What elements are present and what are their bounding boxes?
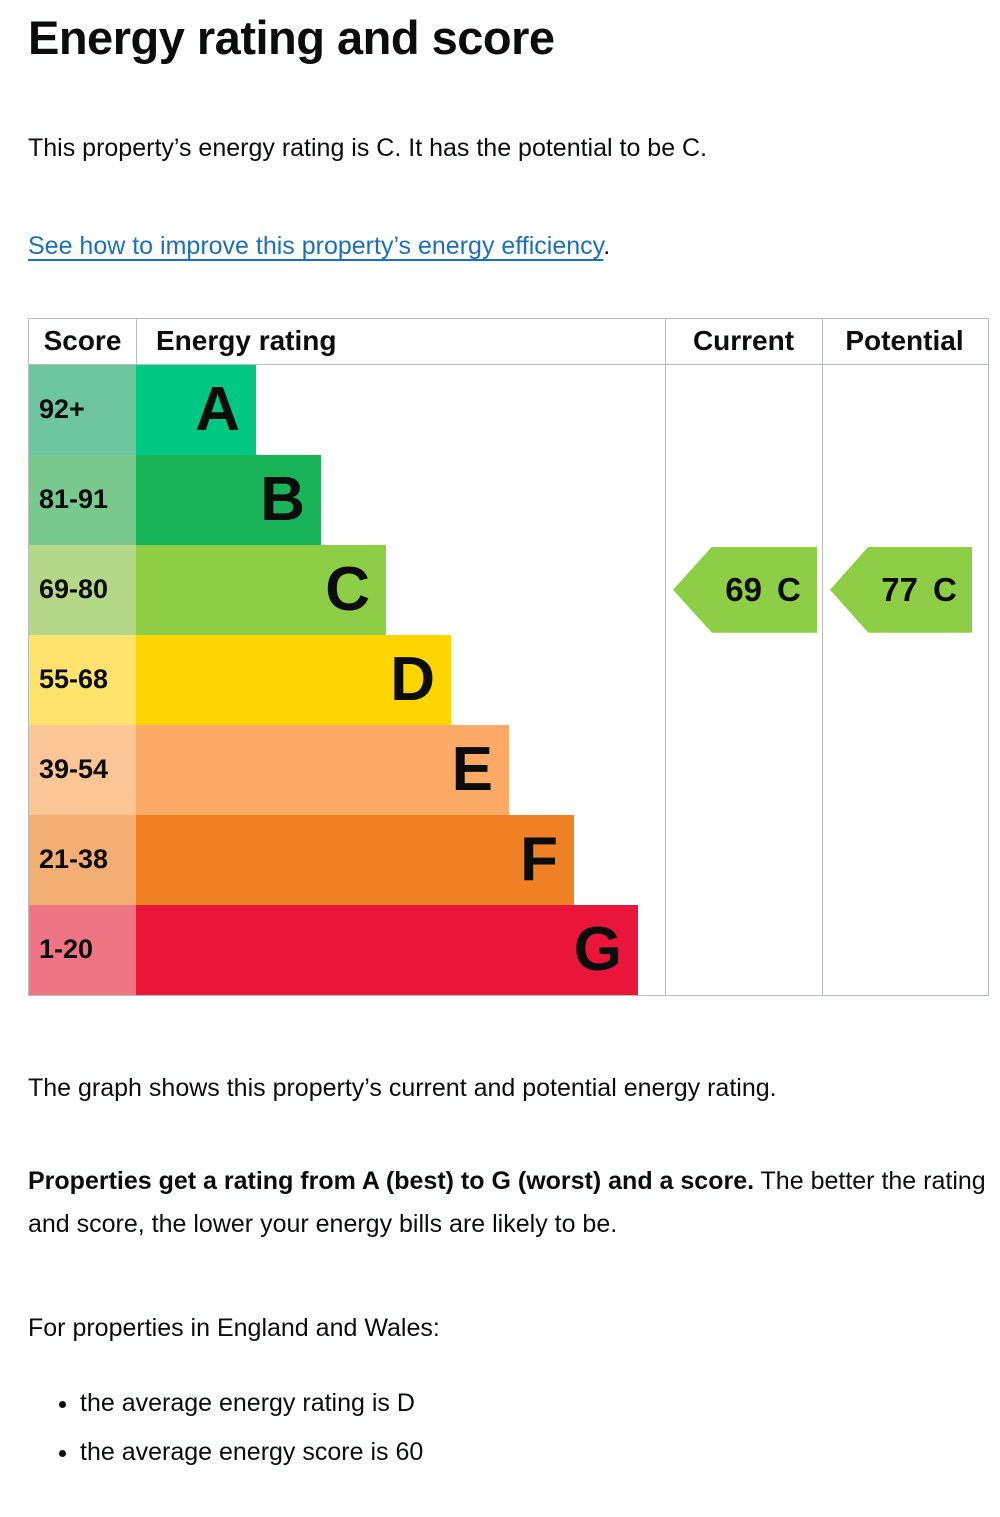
- current-band: C: [776, 570, 801, 608]
- link-suffix: .: [603, 232, 611, 261]
- band-rows: 92+ A 81-91 B 69-80 C 55-68 D 39-54 E 21-38 F 1-20 G: [29, 364, 988, 995]
- list-item-average-rating: the average energy rating is D: [80, 1389, 987, 1418]
- rating-explanation: Properties get a rating from A (best) to…: [28, 1160, 987, 1246]
- chart-caption: The graph shows this property’s current …: [28, 1073, 777, 1102]
- band-letter-g: G: [573, 914, 622, 984]
- region-heading: For properties in England and Wales:: [28, 1314, 440, 1343]
- column-header-energy-rating: Energy rating: [156, 325, 337, 357]
- list-item-average-score: the average energy score is 60: [80, 1438, 987, 1467]
- rating-explanation-bold: Properties get a rating from A (best) to…: [28, 1167, 755, 1196]
- score-range-a: 92+: [29, 364, 136, 455]
- header-divider-score-rating: [136, 318, 137, 364]
- band-bar-a: A: [136, 364, 256, 455]
- band-row-f: 21-38 F: [29, 814, 988, 905]
- current-score: 69: [725, 570, 762, 608]
- column-divider-potential: [822, 318, 823, 995]
- chart-header-row: Score Energy rating Current Potential: [29, 318, 988, 365]
- band-bar-f: F: [136, 814, 574, 905]
- column-divider-current: [665, 318, 666, 995]
- column-header-score: Score: [43, 325, 122, 357]
- energy-rating-chart: Score Energy rating Current Potential 92…: [28, 317, 989, 996]
- band-row-b: 81-91 B: [29, 454, 988, 545]
- score-range-c: 69-80: [29, 544, 136, 635]
- band-row-g: 1-20 G: [29, 904, 988, 995]
- band-letter-c: C: [325, 554, 370, 624]
- column-header-potential: Potential: [845, 325, 964, 357]
- band-bar-e: E: [136, 724, 509, 815]
- band-letter-f: F: [520, 824, 558, 894]
- page-title: Energy rating and score: [28, 11, 555, 64]
- band-row-e: 39-54 E: [29, 724, 988, 815]
- improve-link-line: See how to improve this property’s energ…: [28, 230, 987, 263]
- band-row-c: 69-80 C: [29, 544, 988, 635]
- score-range-e: 39-54: [29, 724, 136, 815]
- band-bar-b: B: [136, 454, 321, 545]
- band-letter-b: B: [260, 464, 305, 534]
- band-letter-d: D: [390, 644, 435, 714]
- band-row-d: 55-68 D: [29, 634, 988, 725]
- score-range-f: 21-38: [29, 814, 136, 905]
- band-row-a: 92+ A: [29, 364, 988, 455]
- band-letter-e: E: [451, 734, 493, 804]
- band-bar-c: C: [136, 544, 386, 635]
- score-range-d: 55-68: [29, 634, 136, 725]
- band-letter-a: A: [195, 374, 240, 444]
- score-range-g: 1-20: [29, 904, 136, 995]
- column-header-current: Current: [692, 325, 795, 357]
- improve-efficiency-link[interactable]: See how to improve this property’s energ…: [28, 232, 604, 261]
- band-bar-d: D: [136, 634, 451, 725]
- potential-score: 77: [881, 570, 918, 608]
- band-bar-g: G: [136, 904, 638, 995]
- potential-band: C: [932, 570, 957, 608]
- score-range-b: 81-91: [29, 454, 136, 545]
- rating-summary-text: This property’s energy rating is C. It h…: [28, 133, 708, 162]
- average-facts-list: the average energy rating is D the avera…: [28, 1389, 987, 1467]
- rating-explanation-rest: The better the rating and score, the low…: [28, 1167, 986, 1239]
